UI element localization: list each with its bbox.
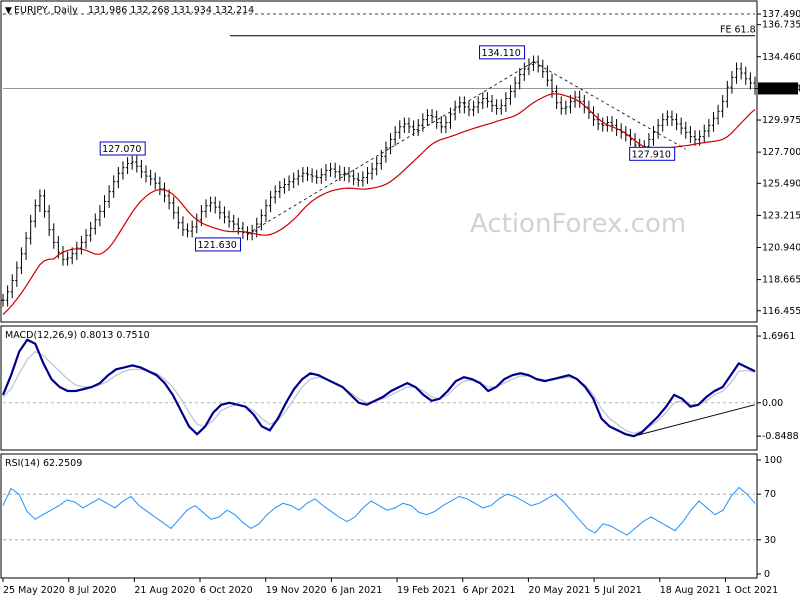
macd-label: MACD(12,26,9) 0.8013 0.7510 <box>5 330 150 341</box>
date-tick-label: 1 Oct 2021 <box>725 585 778 596</box>
price-tick-label: 123.215 <box>762 210 800 221</box>
rsi-panel-frame <box>0 453 758 579</box>
rsi-tick-label: 30 <box>764 535 776 546</box>
ohlc-readout: 131.986 132.268 131.934 132.214 <box>88 5 254 16</box>
rsi-tick-label: 70 <box>764 489 776 500</box>
date-tick-label: 6 Apr 2021 <box>463 585 516 596</box>
price-tick-label: 129.975 <box>762 115 800 126</box>
price-tick-label: 125.490 <box>762 178 800 189</box>
price-layer: FE 61.8 127.070 121.630 134.110 127.910 <box>1 13 757 315</box>
macd-tick-label: -0.8488 <box>762 431 799 442</box>
price-label-box <box>629 146 676 161</box>
date-tick-label: 19 Feb 2021 <box>397 585 456 596</box>
date-tick-label: 19 Nov 2020 <box>266 585 327 596</box>
rsi-tick-label: 0 <box>764 569 770 580</box>
price-tick-label: 118.665 <box>762 275 800 286</box>
rsi-label: RSI(14) 62.2509 <box>5 458 82 469</box>
dropdown-arrow-icon[interactable]: ▼ <box>5 6 12 16</box>
price-label: 134.110 <box>482 48 521 59</box>
macd-tick-label: 1.6961 <box>762 331 795 342</box>
rsi-layer <box>2 486 756 541</box>
price-label-box <box>195 237 242 252</box>
price-label: 121.630 <box>198 240 237 251</box>
macd-panel-frame <box>0 325 758 451</box>
date-tick-label: 21 Aug 2020 <box>134 585 195 596</box>
price-label: 127.910 <box>632 149 671 160</box>
macd-trendline <box>633 404 756 437</box>
date-tick-label: 6 Jan 2021 <box>331 585 382 596</box>
price-tick-label: 127.700 <box>762 147 800 158</box>
price-tick-label: 120.940 <box>762 242 800 253</box>
date-tick-label: 20 May 2021 <box>528 585 590 596</box>
price-label-box <box>99 141 146 156</box>
price-tick-label: 134.460 <box>762 52 800 63</box>
price-tick-label: 136.735 <box>762 20 800 31</box>
macd-layer <box>1 338 756 438</box>
price-label-box <box>479 45 526 60</box>
date-tick-label: 5 Jul 2021 <box>594 585 642 596</box>
watermark: ActionForex.com <box>470 209 686 239</box>
current-price-tag <box>758 82 798 95</box>
moving-average-line <box>2 93 756 315</box>
macd-line <box>1 338 756 438</box>
rsi-tick-label: 100 <box>764 455 782 466</box>
price-tick-label: 132.214 <box>762 83 800 94</box>
price-tick-label: 137.490 <box>762 9 800 20</box>
price-tick-label: 116.455 <box>762 306 800 317</box>
trendline-up <box>247 61 534 235</box>
price-panel-frame <box>0 0 758 323</box>
date-tick-label: 18 Aug 2021 <box>660 585 721 596</box>
trendline-down <box>533 61 686 150</box>
chart-title: EURJPY, Daily <box>14 5 78 16</box>
date-tick-label: 25 May 2020 <box>3 585 65 596</box>
macd-tick-label: 0.00 <box>762 398 783 409</box>
rsi-line <box>2 486 756 536</box>
date-tick-label: 6 Oct 2020 <box>200 585 253 596</box>
price-label: 127.070 <box>102 144 141 155</box>
date-tick-label: 8 Jul 2020 <box>69 585 117 596</box>
fibonacci-label: FE 61.8 <box>720 25 756 36</box>
